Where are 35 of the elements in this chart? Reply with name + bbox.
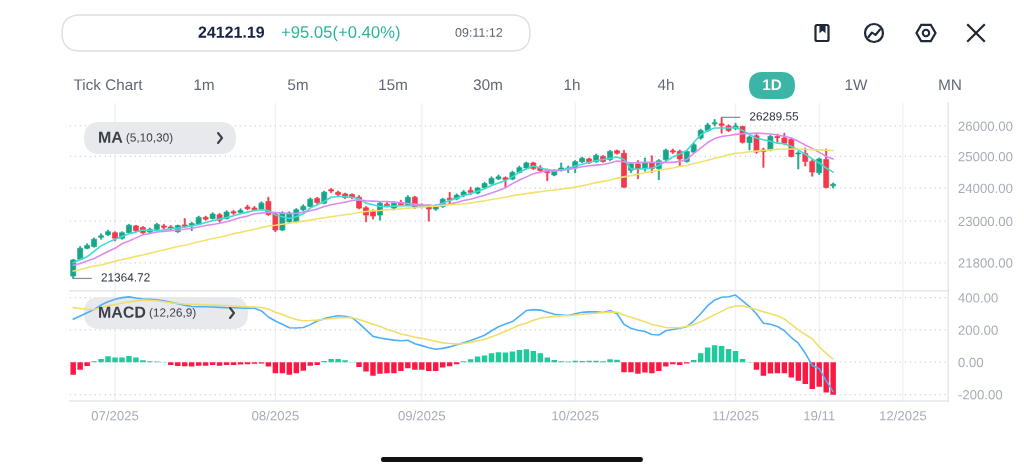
- y-tick-label: 23000.00: [958, 216, 1013, 227]
- text: 15m: [379, 79, 407, 91]
- annotation: (5,10,30): [126, 133, 173, 144]
- x-tick-label: 19/11: [804, 410, 835, 421]
- annotation: MA: [99, 131, 123, 143]
- x-tick-label: 08/2025: [252, 410, 299, 421]
- x-tick-label: 07/2025: [91, 410, 139, 421]
- y-tick-label: 24000.00: [958, 183, 1013, 194]
- x-tick-label: 09/2025: [398, 410, 446, 421]
- text: MN: [939, 79, 961, 90]
- text: 24121.19: [198, 26, 265, 38]
- y-tick-label: 25000.00: [958, 151, 1013, 162]
- annotation: (12,26,9): [149, 308, 196, 319]
- annotation: 26289.55: [749, 112, 799, 121]
- y-tick-label: 200.00: [958, 325, 998, 335]
- y-tick-label: -200.00: [958, 390, 1003, 400]
- y-tick-label: 21800.00: [958, 258, 1013, 268]
- text: 09:11:12: [455, 28, 503, 37]
- y-tick-label: 400.00: [958, 293, 998, 303]
- text: 5m: [288, 79, 308, 91]
- text: Tick Chart: [73, 78, 143, 91]
- y-tick-label: 26000.00: [958, 121, 1013, 131]
- annotation: MACD: [99, 306, 146, 318]
- x-tick-label: 11/2025: [713, 410, 759, 421]
- x-tick-label: 12/2025: [880, 410, 927, 421]
- text: 1h: [564, 78, 580, 90]
- text: 1D: [763, 79, 782, 90]
- text: +95.05(+0.40%): [281, 25, 400, 42]
- text: 30m: [473, 79, 502, 91]
- text: 1W: [845, 79, 868, 90]
- text: 4h: [657, 78, 674, 90]
- text: 1m: [194, 79, 214, 90]
- x-tick-label: 10/2025: [552, 410, 599, 421]
- annotation: 21364.72: [101, 273, 150, 282]
- y-tick-label: 0.00: [958, 357, 984, 368]
